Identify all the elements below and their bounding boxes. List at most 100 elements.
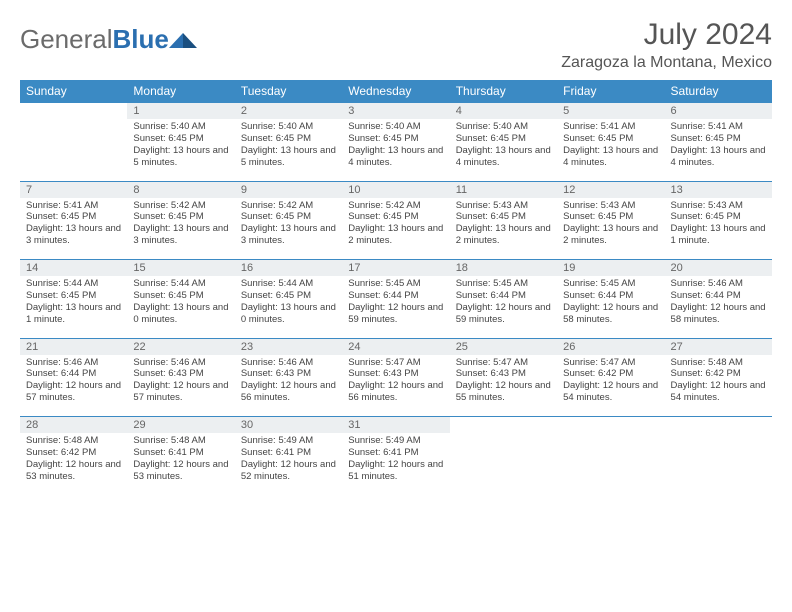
daylight-line: Daylight: 12 hours and 53 minutes. xyxy=(133,459,230,483)
day-number: 21 xyxy=(20,338,127,355)
sunrise-line: Sunrise: 5:43 AM xyxy=(456,200,553,212)
day-cell: Sunrise: 5:47 AMSunset: 6:43 PMDaylight:… xyxy=(450,355,557,417)
sunset-line: Sunset: 6:45 PM xyxy=(563,133,660,145)
day-cell: Sunrise: 5:46 AMSunset: 6:43 PMDaylight:… xyxy=(235,355,342,417)
sunrise-line: Sunrise: 5:46 AM xyxy=(26,357,123,369)
sunrise-line: Sunrise: 5:45 AM xyxy=(348,278,445,290)
sunset-line: Sunset: 6:45 PM xyxy=(348,133,445,145)
day-number: 9 xyxy=(235,181,342,198)
day-cell: Sunrise: 5:49 AMSunset: 6:41 PMDaylight:… xyxy=(235,433,342,495)
sunset-line: Sunset: 6:44 PM xyxy=(348,290,445,302)
sunrise-line: Sunrise: 5:41 AM xyxy=(26,200,123,212)
sunrise-line: Sunrise: 5:44 AM xyxy=(26,278,123,290)
daynum-row: 14151617181920 xyxy=(20,260,772,277)
sunrise-line: Sunrise: 5:42 AM xyxy=(133,200,230,212)
day-number: 12 xyxy=(557,181,664,198)
sunrise-line: Sunrise: 5:47 AM xyxy=(563,357,660,369)
day-cell: Sunrise: 5:46 AMSunset: 6:43 PMDaylight:… xyxy=(127,355,234,417)
sunset-line: Sunset: 6:41 PM xyxy=(348,447,445,459)
daylight-line: Daylight: 12 hours and 51 minutes. xyxy=(348,459,445,483)
day-cell: Sunrise: 5:40 AMSunset: 6:45 PMDaylight:… xyxy=(342,119,449,181)
day-cell: Sunrise: 5:48 AMSunset: 6:41 PMDaylight:… xyxy=(127,433,234,495)
daylight-line: Daylight: 12 hours and 59 minutes. xyxy=(348,302,445,326)
sunrise-line: Sunrise: 5:42 AM xyxy=(348,200,445,212)
sunset-line: Sunset: 6:41 PM xyxy=(133,447,230,459)
day-number xyxy=(450,417,557,434)
dayname-header: Tuesday xyxy=(235,80,342,103)
daynum-row: 21222324252627 xyxy=(20,338,772,355)
daylight-line: Daylight: 12 hours and 54 minutes. xyxy=(671,380,768,404)
daylight-line: Daylight: 12 hours and 56 minutes. xyxy=(241,380,338,404)
sunset-line: Sunset: 6:45 PM xyxy=(456,133,553,145)
day-cell xyxy=(665,433,772,495)
daylight-line: Daylight: 13 hours and 3 minutes. xyxy=(26,223,123,247)
day-number: 5 xyxy=(557,103,664,120)
day-number: 14 xyxy=(20,260,127,277)
logo-triangle-icon xyxy=(169,30,197,50)
sunrise-line: Sunrise: 5:46 AM xyxy=(133,357,230,369)
sunrise-line: Sunrise: 5:41 AM xyxy=(563,121,660,133)
sunrise-line: Sunrise: 5:40 AM xyxy=(133,121,230,133)
dayname-header: Sunday xyxy=(20,80,127,103)
daylight-line: Daylight: 13 hours and 1 minute. xyxy=(26,302,123,326)
daynum-row: 123456 xyxy=(20,103,772,120)
sunset-line: Sunset: 6:45 PM xyxy=(241,211,338,223)
day-number: 28 xyxy=(20,417,127,434)
sunrise-line: Sunrise: 5:47 AM xyxy=(348,357,445,369)
dayname-header: Friday xyxy=(557,80,664,103)
sunrise-line: Sunrise: 5:40 AM xyxy=(241,121,338,133)
daylight-line: Daylight: 13 hours and 4 minutes. xyxy=(456,145,553,169)
day-cell: Sunrise: 5:45 AMSunset: 6:44 PMDaylight:… xyxy=(450,276,557,338)
day-cell: Sunrise: 5:47 AMSunset: 6:43 PMDaylight:… xyxy=(342,355,449,417)
sunset-line: Sunset: 6:42 PM xyxy=(671,368,768,380)
sunrise-line: Sunrise: 5:48 AM xyxy=(671,357,768,369)
sunrise-line: Sunrise: 5:45 AM xyxy=(563,278,660,290)
day-cell: Sunrise: 5:42 AMSunset: 6:45 PMDaylight:… xyxy=(127,198,234,260)
daylight-line: Daylight: 13 hours and 2 minutes. xyxy=(348,223,445,247)
dayname-header: Saturday xyxy=(665,80,772,103)
day-number: 19 xyxy=(557,260,664,277)
daylight-line: Daylight: 13 hours and 0 minutes. xyxy=(241,302,338,326)
detail-row: Sunrise: 5:40 AMSunset: 6:45 PMDaylight:… xyxy=(20,119,772,181)
calendar-table: SundayMondayTuesdayWednesdayThursdayFrid… xyxy=(20,80,772,495)
day-number: 25 xyxy=(450,338,557,355)
daylight-line: Daylight: 13 hours and 4 minutes. xyxy=(671,145,768,169)
sunrise-line: Sunrise: 5:46 AM xyxy=(241,357,338,369)
dayname-header: Monday xyxy=(127,80,234,103)
calendar-header: SundayMondayTuesdayWednesdayThursdayFrid… xyxy=(20,80,772,103)
day-number: 10 xyxy=(342,181,449,198)
detail-row: Sunrise: 5:44 AMSunset: 6:45 PMDaylight:… xyxy=(20,276,772,338)
day-cell: Sunrise: 5:40 AMSunset: 6:45 PMDaylight:… xyxy=(235,119,342,181)
sunrise-line: Sunrise: 5:48 AM xyxy=(26,435,123,447)
sunset-line: Sunset: 6:44 PM xyxy=(671,290,768,302)
sunrise-line: Sunrise: 5:47 AM xyxy=(456,357,553,369)
daylight-line: Daylight: 12 hours and 52 minutes. xyxy=(241,459,338,483)
day-number: 3 xyxy=(342,103,449,120)
sunset-line: Sunset: 6:43 PM xyxy=(241,368,338,380)
daylight-line: Daylight: 12 hours and 54 minutes. xyxy=(563,380,660,404)
sunrise-line: Sunrise: 5:41 AM xyxy=(671,121,768,133)
daylight-line: Daylight: 13 hours and 3 minutes. xyxy=(133,223,230,247)
day-cell: Sunrise: 5:48 AMSunset: 6:42 PMDaylight:… xyxy=(665,355,772,417)
daylight-line: Daylight: 12 hours and 58 minutes. xyxy=(563,302,660,326)
day-number: 13 xyxy=(665,181,772,198)
day-number: 15 xyxy=(127,260,234,277)
day-cell: Sunrise: 5:42 AMSunset: 6:45 PMDaylight:… xyxy=(235,198,342,260)
sunrise-line: Sunrise: 5:49 AM xyxy=(348,435,445,447)
day-cell xyxy=(20,119,127,181)
day-number: 20 xyxy=(665,260,772,277)
calendar-page: GeneralBlue July 2024 Zaragoza la Montan… xyxy=(0,0,792,495)
day-cell: Sunrise: 5:40 AMSunset: 6:45 PMDaylight:… xyxy=(450,119,557,181)
day-number: 17 xyxy=(342,260,449,277)
sunset-line: Sunset: 6:45 PM xyxy=(133,211,230,223)
day-number: 7 xyxy=(20,181,127,198)
day-number: 22 xyxy=(127,338,234,355)
detail-row: Sunrise: 5:41 AMSunset: 6:45 PMDaylight:… xyxy=(20,198,772,260)
day-number: 24 xyxy=(342,338,449,355)
daylight-line: Daylight: 13 hours and 2 minutes. xyxy=(456,223,553,247)
sunrise-line: Sunrise: 5:45 AM xyxy=(456,278,553,290)
day-number: 4 xyxy=(450,103,557,120)
daylight-line: Daylight: 13 hours and 4 minutes. xyxy=(348,145,445,169)
day-cell: Sunrise: 5:43 AMSunset: 6:45 PMDaylight:… xyxy=(665,198,772,260)
daylight-line: Daylight: 12 hours and 59 minutes. xyxy=(456,302,553,326)
